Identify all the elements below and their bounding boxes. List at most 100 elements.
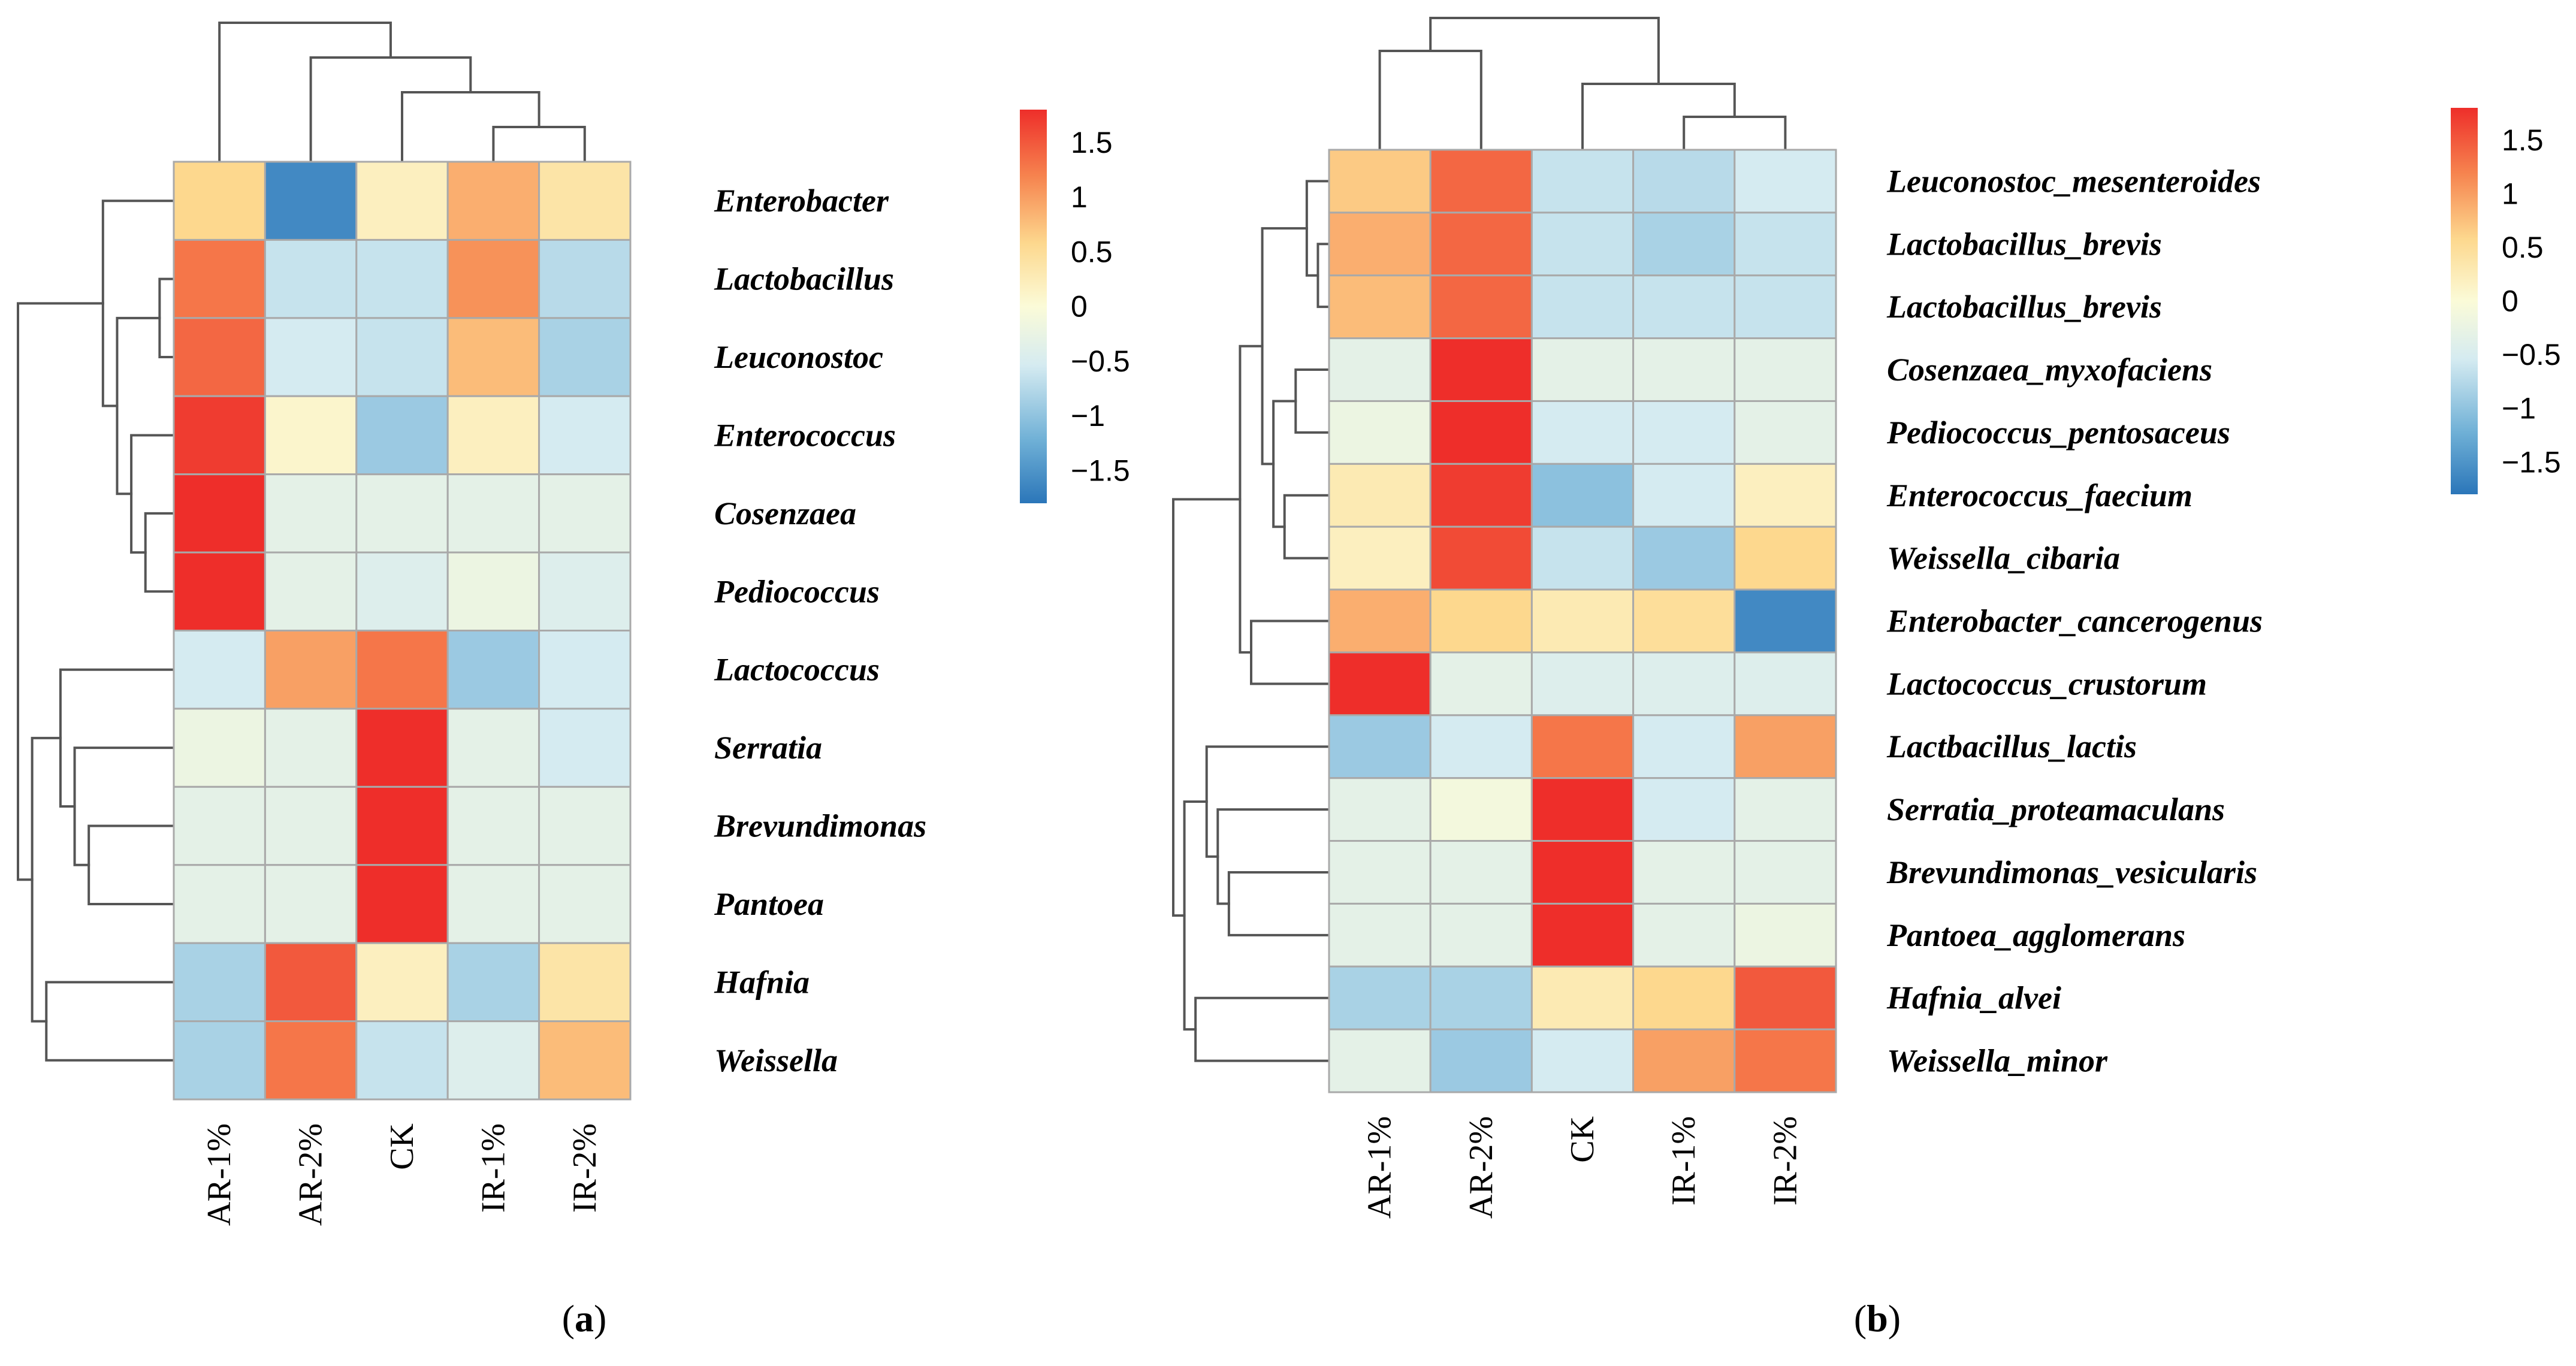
pa-cell [355,864,449,944]
pb-cell [1530,400,1635,465]
pa-cell [446,708,540,788]
pb-cell [1530,588,1635,654]
pa-cell [538,785,632,866]
pb-cell [1429,337,1533,402]
pa-cell [173,864,266,944]
pb-row-dendro-branch [1250,619,1330,685]
pa-row-dendro-branch [17,302,104,881]
pa-cell [173,708,266,788]
pa-row-label: Brevundimonas [714,808,926,844]
pa-cell [446,395,540,476]
panel-a-row-labels: Enterobacter Lactobacillus Leuconostoc Ente… [714,183,926,1078]
pb-row-dendro-branch [1227,871,1330,936]
pb-col-dendro-branch [1683,116,1787,151]
pa-cell [446,1020,540,1101]
pa-cell [538,238,632,319]
pa-cell [264,630,358,710]
pb-cell [1734,149,1837,214]
pb-legend-bar [2451,108,2478,494]
pb-cell [1328,211,1432,277]
pb-cell [1530,149,1635,214]
pb-cell [1328,274,1432,340]
pa-cell [264,864,358,944]
pb-cell [1632,588,1736,654]
pb-cell [1429,902,1533,968]
pb-cell [1429,651,1533,717]
pb-cell [1632,777,1736,842]
pb-row-label: Hafnia_alvei [1886,980,2061,1016]
pa-cell [173,942,266,1023]
pa-cell [355,395,449,476]
pb-legend-tick: 1.5 [2502,123,2544,157]
pb-cell [1328,651,1432,717]
pb-row-label: Weissella_minor [1887,1043,2108,1079]
panel-a-col-labels: AR-1% AR-2% CK IR-1% IR-2% [201,1123,603,1226]
pb-cell [1429,714,1533,779]
pa-col-label: IR-2% [566,1123,603,1213]
pb-cell [1632,149,1736,214]
panel-b-col-labels: AR-1% AR-2% CK IR-1% IR-2% [1361,1116,1804,1219]
pa-cell [173,238,266,319]
pb-col-label: CK [1564,1116,1601,1163]
pa-col-label: CK [383,1123,421,1170]
pa-cell [173,161,266,241]
pb-cell [1429,274,1533,340]
pa-row-label: Weissella [714,1042,838,1078]
pb-cell [1429,400,1533,465]
pb-row-label: Brevundimonas_vesicularis [1886,854,2257,890]
pb-row-dendro-branch [1194,996,1330,1062]
pa-cell [173,473,266,554]
pa-cell [538,473,632,554]
pa-row-dendro-branch [116,316,161,495]
pa-row-dendro-branch [144,512,175,593]
pb-col-dendro-branch [1378,50,1482,151]
pa-cell [264,317,358,397]
pa-cell [355,238,449,319]
pb-row-label: Serratia_proteamaculans [1887,791,2225,827]
pa-row-label: Enterobacter [714,183,889,219]
pb-row-label: Lactobacillus_brevis [1886,289,2162,325]
pa-cell [446,785,540,866]
pb-cell [1530,777,1635,842]
pb-cell [1632,902,1736,968]
pa-col-dendro-branch [218,22,392,163]
panel-a-col-dendrogram [218,22,586,163]
pa-cell [173,1020,266,1101]
pa-cell [264,473,358,554]
pb-legend-tick: 1 [2502,177,2518,210]
pa-cell [355,161,449,241]
pb-row-dendro-branch [1183,800,1208,1031]
pb-row-label: Weissella_cibaria [1887,540,2120,576]
pb-cell [1530,525,1635,591]
pa-col-label: AR-2% [292,1123,330,1226]
pb-legend-tick: 0.5 [2502,231,2544,264]
pb-cell [1734,525,1837,591]
pb-legend-tick: −1.5 [2502,445,2561,479]
pb-row-dendro-branch [1172,498,1242,917]
pb-row-label: Cosenzaea_myxofaciens [1887,352,2212,388]
pb-cell [1328,965,1432,1030]
pb-cell [1734,463,1837,528]
panel-b-row-labels: Leuconostoc_mesenteroides Lactobacillus_b… [1886,163,2263,1078]
pa-legend-tick: 1.5 [1071,126,1113,159]
panel-b-label: (b) [1854,1297,1901,1340]
pb-cell [1328,149,1432,214]
pb-row-label: Enterobacter_cancerogenus [1886,603,2263,639]
panel-a-heatmap [173,161,632,1101]
pb-cell [1530,902,1635,968]
pb-col-dendro-branch [1429,17,1660,85]
pb-cell [1429,840,1533,905]
pb-cell [1530,463,1635,528]
pa-row-dendro-branch [87,824,175,905]
pa-cell [446,317,540,397]
pa-row-label: Enterococcus [714,417,896,453]
pb-cell [1734,1028,1837,1093]
pa-row-label: Cosenzaea [714,495,856,531]
pb-row-dendro-branch [1294,368,1330,434]
pa-cell [538,942,632,1023]
pa-cell [264,942,358,1023]
pa-row-dendro-branch [31,736,62,1023]
pa-col-dendro-branch [309,56,472,163]
pb-legend-tick: −1 [2502,392,2536,425]
pb-cell [1632,463,1736,528]
